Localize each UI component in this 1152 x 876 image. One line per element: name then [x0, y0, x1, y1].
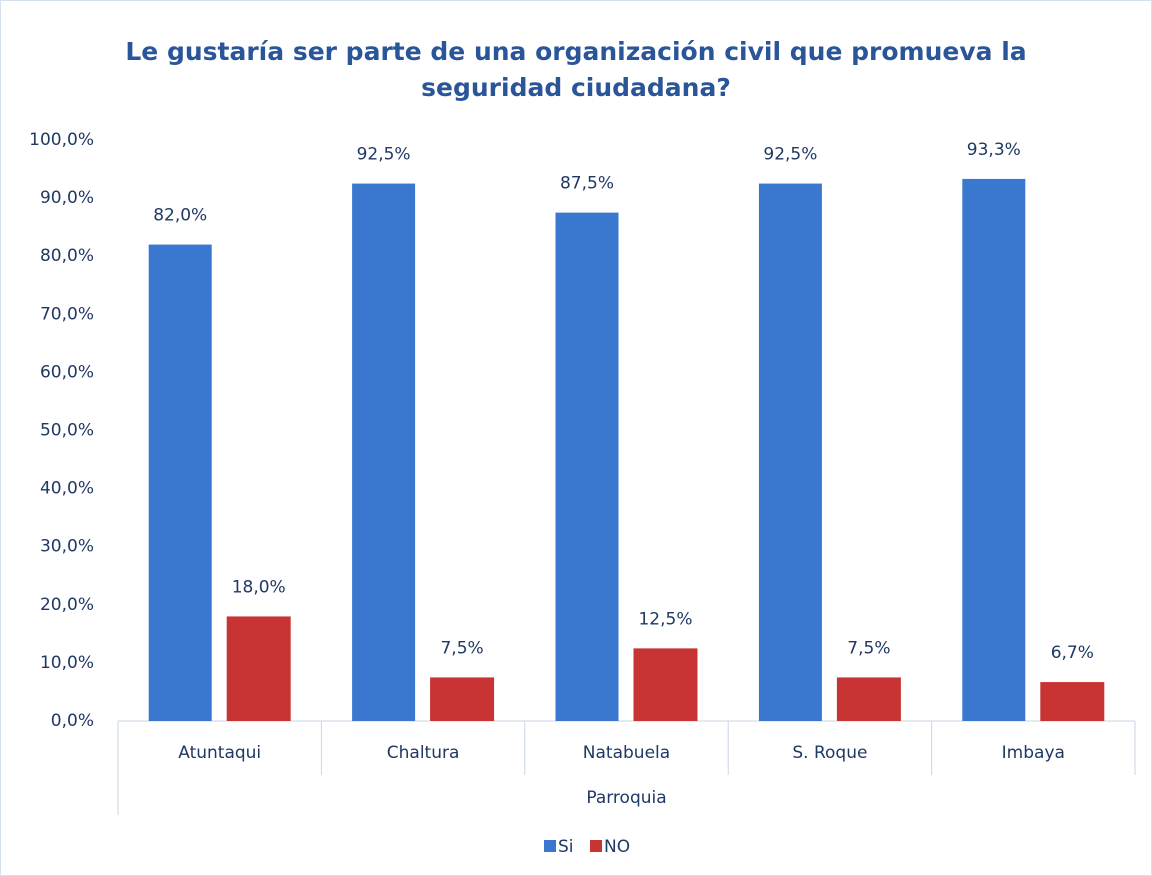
y-tick-label: 80,0% — [40, 246, 94, 266]
y-tick-label: 50,0% — [40, 421, 94, 441]
data-label: 12,5% — [638, 609, 692, 629]
data-label: 92,5% — [763, 145, 817, 165]
data-label: 18,0% — [232, 577, 286, 597]
x-tick-label: S. Roque — [792, 743, 867, 763]
data-label: 87,5% — [560, 174, 614, 194]
data-label: 92,5% — [357, 145, 411, 165]
bar — [352, 183, 416, 721]
y-tick-label: 90,0% — [40, 188, 94, 208]
bar — [1040, 682, 1105, 721]
x-tick-label: Chaltura — [387, 743, 460, 763]
data-label: 82,0% — [153, 206, 207, 226]
data-label: 6,7% — [1051, 643, 1094, 663]
data-label: 7,5% — [440, 638, 483, 658]
y-tick-label: 40,0% — [40, 479, 94, 499]
y-tick-label: 20,0% — [40, 595, 94, 615]
bar — [962, 178, 1026, 721]
y-tick-label: 30,0% — [40, 537, 94, 557]
y-tick-label: 70,0% — [40, 304, 94, 324]
x-tick-label: Natabuela — [583, 743, 670, 763]
y-tick-label: 60,0% — [40, 362, 94, 382]
data-label: 7,5% — [847, 638, 890, 658]
bar — [633, 648, 698, 721]
data-label: 93,3% — [967, 140, 1021, 160]
legend-swatch — [590, 840, 602, 852]
x-tick-label: Atuntaqui — [178, 743, 261, 763]
x-tick-label: Imbaya — [1002, 743, 1065, 763]
bar — [555, 212, 619, 721]
bar — [836, 677, 901, 721]
x-axis-label: Parroquia — [586, 788, 666, 808]
legend-label: NO — [604, 837, 630, 857]
bar — [148, 244, 212, 721]
legend-swatch — [544, 840, 556, 852]
legend-label: Si — [558, 837, 574, 857]
chart-title: Le gustaría ser parte de una organizació… — [125, 37, 1027, 102]
y-tick-label: 10,0% — [40, 653, 94, 673]
y-tick-label: 100,0% — [29, 130, 94, 150]
bar — [430, 677, 495, 721]
bar — [758, 183, 822, 721]
y-tick-label: 0,0% — [51, 711, 94, 731]
bar — [226, 616, 291, 721]
